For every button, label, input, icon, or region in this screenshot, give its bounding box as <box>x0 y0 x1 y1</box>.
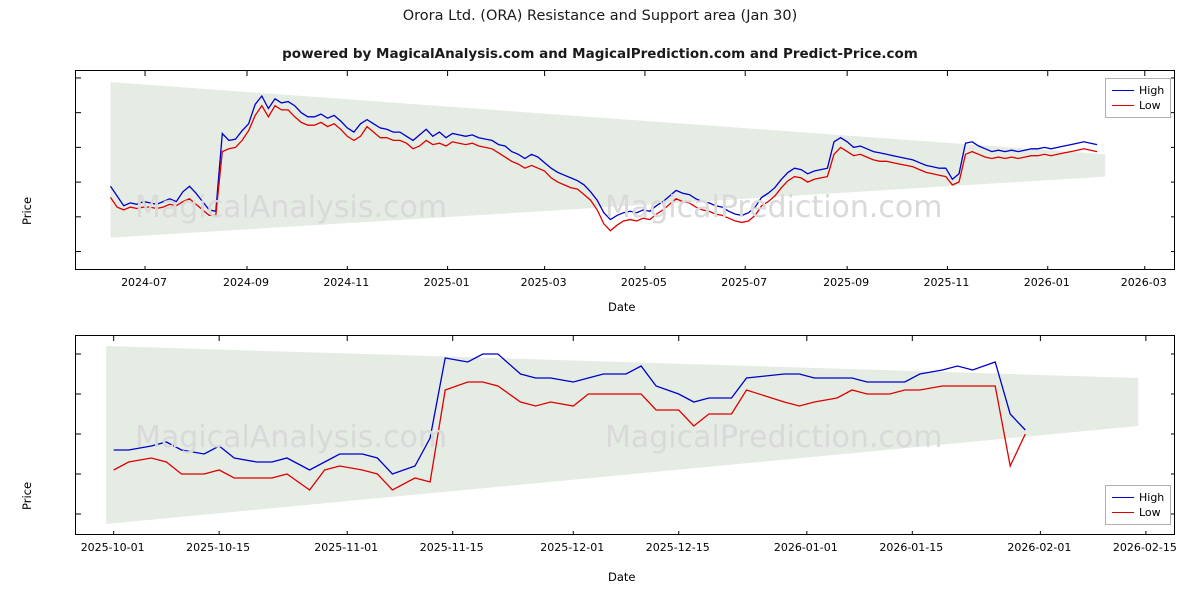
x-tick-label: 2026-01-01 <box>773 541 838 554</box>
legend-label-high-2: High <box>1139 491 1165 504</box>
support-resistance-band <box>106 346 1139 524</box>
x-tick-label: 2025-11 <box>923 276 970 289</box>
bottom-chart-panel: Price Date MagicalAnalysis.com MagicalPr… <box>0 325 1200 600</box>
page-subtitle: powered by MagicalAnalysis.com and Magic… <box>282 46 918 62</box>
legend-label-low-2: Low <box>1139 506 1161 519</box>
top-chart-panel: Price Date MagicalAnalysis.com MagicalPr… <box>0 60 1200 320</box>
support-resistance-band <box>110 82 1106 238</box>
legend-swatch-high <box>1112 90 1134 91</box>
x-tick-label: 2025-09 <box>823 276 870 289</box>
x-tick-label: 2025-11-15 <box>419 541 484 554</box>
series-line-high <box>109 94 1098 221</box>
x-tick-label: 2024-11 <box>323 276 370 289</box>
x-tick-label: 2026-03 <box>1120 276 1167 289</box>
legend-row-low: Low <box>1112 98 1164 113</box>
bottom-plot-area <box>75 335 1175 535</box>
x-tick-label: 2025-01 <box>423 276 470 289</box>
legend-swatch-low-2 <box>1112 512 1134 513</box>
x-tick-label: 2025-12-01 <box>540 541 605 554</box>
legend-row-high: High <box>1112 83 1164 98</box>
series-line-high <box>113 353 1026 475</box>
top-x-axis-label: Date <box>608 300 636 314</box>
x-tick-label: 2025-10-15 <box>186 541 251 554</box>
x-tick-label: 2025-03 <box>520 276 567 289</box>
page-title: Orora Ltd. (ORA) Resistance and Support … <box>402 8 798 24</box>
legend-label-low: Low <box>1139 99 1161 112</box>
x-tick-label: 2026-01-15 <box>879 541 944 554</box>
x-tick-label: 2025-05 <box>620 276 667 289</box>
legend-row-high-2: High <box>1112 490 1164 505</box>
legend-swatch-low <box>1112 105 1134 106</box>
top-plot-area <box>75 70 1175 270</box>
x-tick-label: 2024-09 <box>223 276 269 289</box>
legend-label-high: High <box>1139 84 1165 97</box>
legend-swatch-high-2 <box>1112 497 1134 498</box>
x-tick-label: 2026-02-01 <box>1007 541 1072 554</box>
x-tick-label: 2025-07 <box>721 276 768 289</box>
x-tick-label: 2025-10-01 <box>80 541 145 554</box>
bottom-y-axis-label: Price <box>20 481 34 510</box>
x-tick-label: 2024-07 <box>121 276 168 289</box>
top-legend: High Low <box>1105 78 1172 118</box>
series-line-low <box>109 104 1098 232</box>
top-y-axis-label: Price <box>20 196 34 225</box>
x-tick-label: 2026-02-15 <box>1112 541 1177 554</box>
series-line-low <box>113 381 1026 491</box>
bottom-legend: High Low <box>1105 485 1172 525</box>
x-tick-label: 2026-01 <box>1023 276 1070 289</box>
legend-row-low-2: Low <box>1112 505 1164 520</box>
x-tick-label: 2025-12-15 <box>645 541 710 554</box>
bottom-x-axis-label: Date <box>608 570 636 584</box>
x-tick-label: 2025-11-01 <box>314 541 379 554</box>
